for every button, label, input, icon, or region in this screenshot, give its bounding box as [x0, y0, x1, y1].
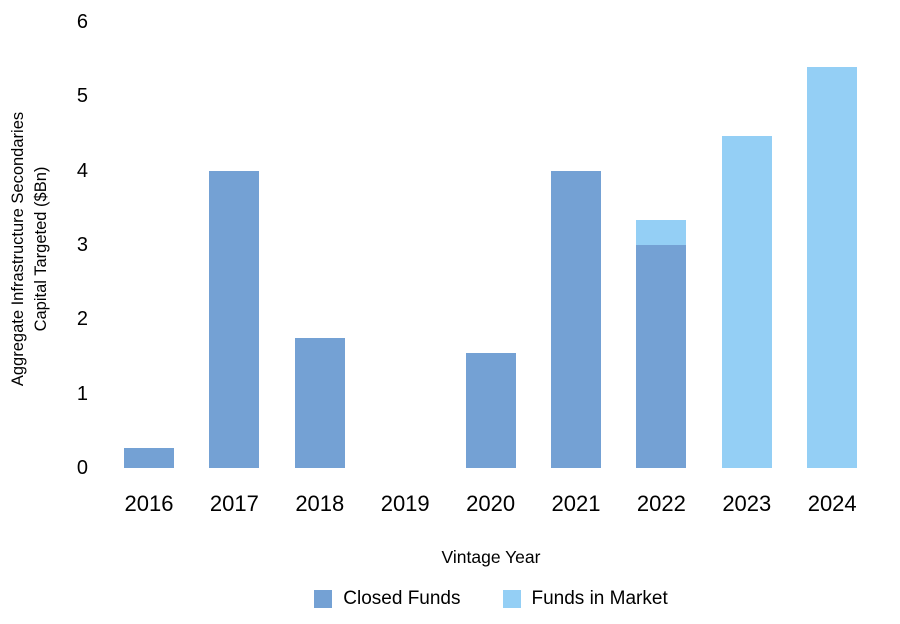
x-tick-label: 2020 — [466, 491, 516, 516]
x-tick-label: 2018 — [295, 491, 345, 516]
bar-2024-funds-in-market — [807, 66, 858, 468]
bar-2023-funds-in-market — [721, 135, 772, 468]
y-axis-ticks: 0 1 2 3 4 5 6 — [48, 12, 88, 478]
bar-2020-closed-funds — [465, 352, 516, 468]
bar-2022-funds-in-market — [636, 220, 687, 245]
bar-2021-closed-funds — [551, 170, 601, 468]
y-tick-label: 3 — [76, 234, 88, 256]
legend: Closed Funds Funds in Market — [107, 588, 875, 610]
y-axis-title: Aggregate Infrastructure Secondaries Cap… — [7, 112, 53, 386]
bar-2018-closed-funds — [294, 337, 345, 468]
legend-label: Funds in Market — [531, 588, 668, 609]
x-tick-label: 2017 — [209, 491, 259, 516]
bar-2016-closed-funds — [124, 447, 174, 468]
y-tick-label: 4 — [76, 159, 88, 182]
y-tick-label: 6 — [76, 11, 88, 33]
y-tick-label: 0 — [76, 457, 88, 479]
legend-swatch-icon — [314, 590, 333, 608]
bar-2022-closed-funds — [636, 245, 687, 468]
x-tick-label: 2019 — [380, 491, 430, 516]
legend-swatch-icon — [502, 590, 521, 608]
x-tick-label: 2024 — [807, 491, 857, 516]
legend-label: Closed Funds — [343, 588, 461, 609]
legend-item-closed-funds: Closed Funds — [314, 588, 461, 610]
x-tick-label: 2022 — [636, 491, 686, 516]
legend-item-funds-in-market: Funds in Market — [502, 588, 668, 610]
x-tick-label: 2021 — [551, 491, 601, 516]
x-tick-label: 2016 — [124, 491, 174, 516]
x-axis-title: Vintage Year — [441, 547, 541, 567]
x-tick-label: 2023 — [722, 491, 772, 516]
plot-area — [107, 22, 875, 468]
y-tick-label: 2 — [76, 308, 88, 331]
y-tick-label: 5 — [76, 85, 88, 108]
y-tick-label: 1 — [76, 382, 88, 405]
y-axis-title-line-1: Aggregate Infrastructure Secondaries — [9, 111, 28, 387]
x-axis-ticks: 2016 2017 2018 2019 2020 2021 2022 2023 2024 — [107, 493, 875, 519]
bar-2017-closed-funds — [209, 170, 260, 468]
